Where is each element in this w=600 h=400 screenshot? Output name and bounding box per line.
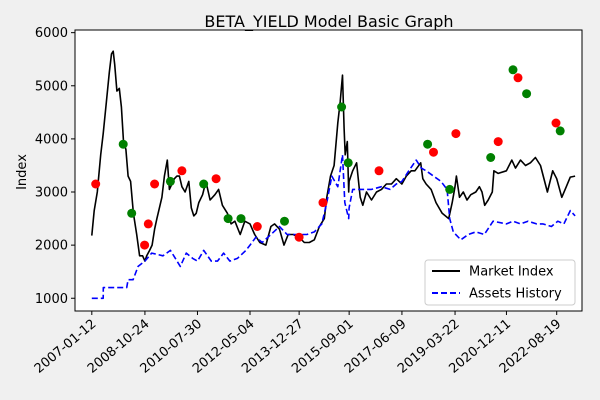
y-tick-label: 3000	[35, 186, 68, 201]
legend-box	[424, 259, 576, 306]
y-tick-label: 5000	[35, 79, 68, 94]
sell-marker	[513, 73, 523, 83]
plot-content	[91, 50, 576, 300]
sell-marker	[551, 118, 561, 128]
sell-marker	[252, 222, 262, 231]
y-tick-label: 1000	[35, 292, 68, 307]
buy-marker	[236, 214, 246, 224]
sell-marker	[211, 174, 221, 184]
sell-marker	[91, 179, 101, 189]
sell-marker	[318, 198, 328, 208]
buy-marker	[165, 176, 175, 186]
sell-marker	[374, 166, 384, 176]
sell-marker	[294, 232, 304, 242]
buy-marker	[280, 216, 289, 226]
sell-marker	[143, 219, 153, 229]
sell-marker	[493, 137, 503, 147]
assets-history-line	[91, 154, 576, 300]
y-axis: 1000 2000 3000 4000 5000 6000	[35, 26, 75, 307]
y-axis-label: Index	[15, 154, 30, 190]
y-tick-label: 6000	[35, 26, 68, 41]
market-index-line	[91, 50, 576, 262]
series-layer	[91, 50, 576, 300]
buy-marker	[337, 102, 347, 112]
buy-marker	[445, 184, 455, 194]
sell-marker	[451, 129, 461, 139]
plot-frame	[74, 29, 583, 312]
buy-marker	[423, 139, 433, 149]
y-tick-label: 4000	[35, 132, 68, 147]
buy-marker	[127, 208, 137, 218]
buy-marker	[508, 65, 518, 75]
buy-marker	[223, 214, 233, 224]
buy-marker	[118, 139, 128, 149]
sell-marker	[177, 166, 187, 176]
buy-marker	[199, 179, 209, 189]
sell-marker	[150, 179, 160, 189]
y-tick-label: 2000	[35, 239, 68, 254]
buy-marker	[343, 158, 353, 168]
buy-marker	[522, 89, 532, 99]
buy-marker	[486, 153, 496, 162]
legend-label-market-index: Market Index	[469, 265, 554, 280]
markers-layer	[91, 65, 565, 250]
chart-title: BETA_YIELD Model Basic Graph	[204, 12, 453, 32]
buy-marker	[555, 126, 565, 136]
sell-marker	[140, 240, 150, 250]
legend: Market Index Assets History	[424, 259, 576, 306]
legend-label-assets-history: Assets History	[469, 287, 562, 302]
sell-marker	[429, 147, 438, 157]
